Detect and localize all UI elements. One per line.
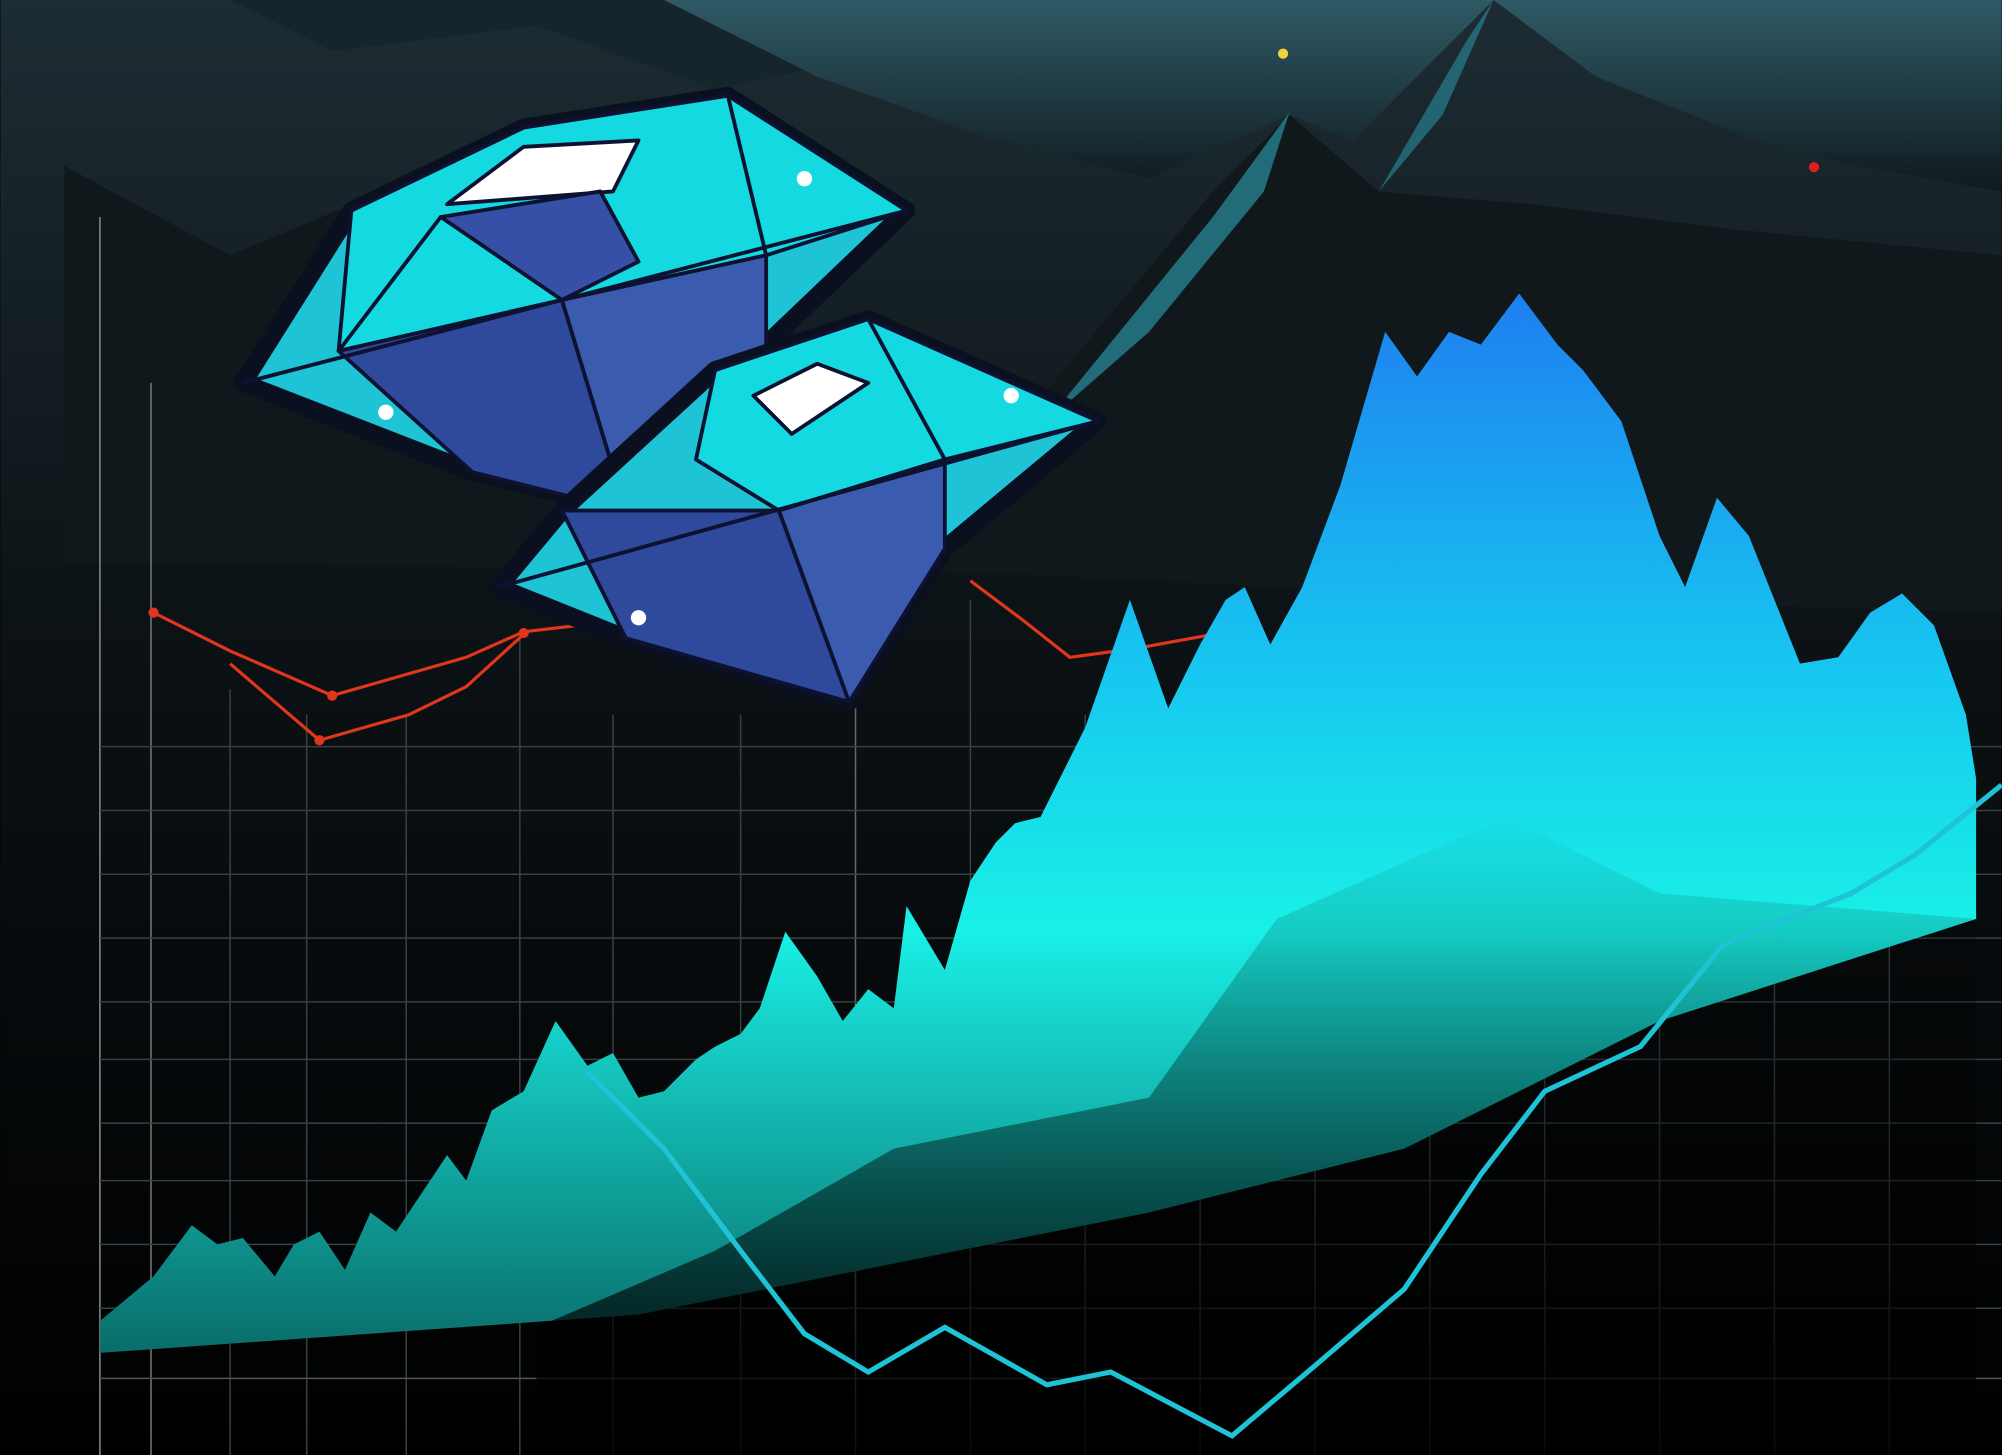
- gem-sparkle: [378, 404, 394, 420]
- gem-edge: [337, 215, 443, 353]
- gem-edge: [866, 318, 947, 461]
- gem-edge: [497, 419, 1099, 589]
- gem: [233, 86, 916, 520]
- gem-highlight: [751, 361, 871, 436]
- gem-facet: [777, 457, 947, 704]
- red-line: [969, 579, 1207, 659]
- gem-sparkle: [630, 610, 647, 626]
- gem-sparkle: [1003, 388, 1019, 404]
- dot: [327, 690, 338, 701]
- mountain: [664, 0, 2002, 192]
- dot: [314, 735, 325, 746]
- red-line: [152, 611, 601, 698]
- dot: [1277, 48, 1289, 59]
- gem-edge: [726, 95, 769, 256]
- gem-facet: [438, 189, 641, 302]
- red-line: [229, 633, 525, 743]
- gem: [489, 310, 1107, 711]
- gem-edge: [242, 208, 908, 385]
- gem-sparkle: [796, 171, 813, 187]
- cyan-line: [585, 782, 2002, 1439]
- gem-highlight: [445, 138, 641, 207]
- mountain-ridge: [1378, 0, 1494, 192]
- shadow: [536, 816, 1977, 1455]
- dot: [148, 607, 159, 618]
- dot: [518, 627, 529, 639]
- dot: [1808, 162, 1820, 173]
